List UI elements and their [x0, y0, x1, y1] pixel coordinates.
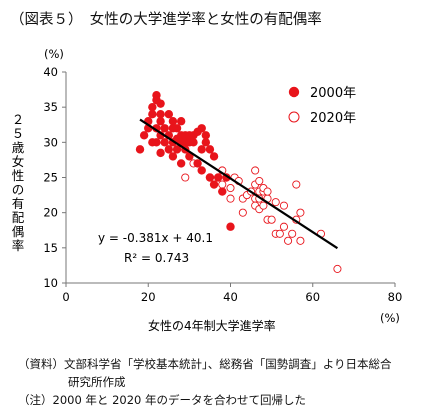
data-point-2000 — [209, 152, 219, 161]
y-label-char: 女 — [12, 154, 25, 169]
legend-label-2020: 2020年 — [310, 111, 356, 126]
x-tick-label: 40 — [223, 290, 238, 304]
data-point-2020 — [251, 166, 260, 175]
data-point-2000 — [197, 166, 206, 175]
data-point-2000 — [201, 138, 211, 147]
y-tick-label: 20 — [43, 206, 58, 220]
data-point-2000 — [152, 138, 161, 147]
y-label-char: 有 — [12, 196, 25, 211]
data-point-2000 — [197, 145, 206, 154]
data-point-2020 — [292, 180, 301, 189]
y-tick-label: 30 — [43, 135, 58, 149]
data-point-2000 — [176, 159, 186, 168]
x-tick-label: 80 — [388, 290, 403, 304]
y-label-char: 偶 — [12, 224, 25, 239]
x-axis-label: 女性の4年制大学進学率 — [148, 318, 276, 333]
y-axis-unit: (%) — [44, 47, 64, 61]
source-note: （資料）文部科学省「学校基本統計」、総務省「国勢調査」より日本総合 — [18, 357, 392, 371]
data-point-2000 — [197, 124, 206, 133]
y-label-char: 率 — [12, 238, 25, 253]
data-point-2000 — [168, 117, 178, 126]
y-label-char: ２ — [12, 112, 25, 127]
data-point-2020 — [259, 201, 268, 210]
data-point-2000 — [226, 222, 235, 231]
data-point-2000 — [172, 124, 182, 133]
data-point-2020 — [181, 173, 190, 182]
regression-equation: y = -0.381x + 40.1 — [98, 231, 213, 245]
series-2000-points — [135, 91, 235, 231]
x-tick-label: 60 — [305, 290, 320, 304]
y-label-char: 性 — [12, 168, 25, 183]
data-point-2020 — [279, 222, 289, 231]
data-point-2000 — [205, 145, 215, 154]
data-point-2020 — [267, 215, 276, 224]
data-point-2000 — [218, 187, 227, 196]
data-point-2020 — [275, 229, 284, 238]
data-point-2000 — [156, 117, 165, 126]
data-point-2020 — [238, 208, 247, 217]
data-point-2020 — [296, 236, 305, 245]
chart-title: （図表５） 女性の大学進学率と女性の有配偶率 — [10, 12, 322, 28]
data-point-2020 — [288, 229, 297, 238]
y-unit-label: (%) — [44, 47, 64, 61]
data-point-2000 — [156, 99, 165, 108]
r-squared-label: R² = 0.743 — [124, 251, 189, 265]
data-point-2000 — [156, 148, 165, 158]
y-tick-label: 25 — [43, 171, 58, 185]
y-tick-label: 15 — [43, 241, 58, 255]
data-point-2000 — [213, 173, 223, 182]
data-point-2000 — [209, 180, 219, 189]
data-point-2000 — [156, 110, 165, 119]
data-point-2020 — [296, 208, 305, 217]
data-point-2020 — [271, 198, 280, 207]
data-point-2000 — [205, 173, 215, 182]
method-note: （注）2000 年と 2020 年のデータを合わせて回帰した — [18, 393, 306, 407]
y-label-char: 配 — [12, 210, 25, 225]
data-point-2000 — [160, 124, 169, 133]
source-note-cont: 研究所作成 — [68, 375, 126, 389]
data-point-2000 — [148, 102, 157, 112]
data-point-2020 — [255, 176, 264, 186]
y-tick-label: 10 — [43, 276, 58, 290]
data-point-2000 — [172, 145, 182, 154]
x-unit-label: (%) — [380, 311, 400, 325]
data-point-2020 — [226, 194, 235, 203]
legend-label-2000: 2000年 — [310, 86, 356, 101]
x-axis-ticks: 0 20 40 60 80 — [62, 283, 402, 304]
data-point-2000 — [164, 145, 174, 154]
data-point-2020 — [284, 236, 293, 245]
data-point-2020 — [263, 187, 272, 196]
y-axis-ticks: 10 15 20 25 30 35 40 — [43, 65, 66, 290]
y-tick-label: 40 — [43, 65, 58, 79]
data-point-2000 — [139, 131, 149, 140]
data-point-2000 — [201, 131, 211, 140]
x-tick-label: 20 — [141, 290, 156, 304]
data-point-2000 — [168, 152, 178, 161]
data-point-2020 — [218, 180, 227, 189]
data-point-2000 — [176, 117, 186, 126]
trendline — [139, 118, 339, 250]
legend: 2000年 2020年 — [288, 86, 356, 126]
data-point-2000 — [160, 138, 169, 147]
data-point-2000 — [148, 110, 157, 119]
y-label-char: 歳 — [12, 140, 25, 155]
data-point-2000 — [189, 138, 198, 147]
data-point-2020 — [279, 201, 289, 210]
x-tick-label: 0 — [62, 290, 69, 304]
data-point-2020 — [333, 264, 342, 273]
legend-marker-2020 — [288, 111, 300, 123]
data-point-2000 — [135, 145, 145, 154]
y-label-char: の — [12, 182, 25, 197]
y-tick-label: 35 — [43, 100, 58, 114]
data-point-2000 — [193, 159, 202, 168]
data-point-2000 — [164, 110, 174, 119]
series-2020-points — [181, 159, 342, 273]
legend-marker-2000 — [288, 86, 300, 98]
data-point-2020 — [226, 183, 235, 193]
y-label-char: ５ — [12, 126, 25, 141]
